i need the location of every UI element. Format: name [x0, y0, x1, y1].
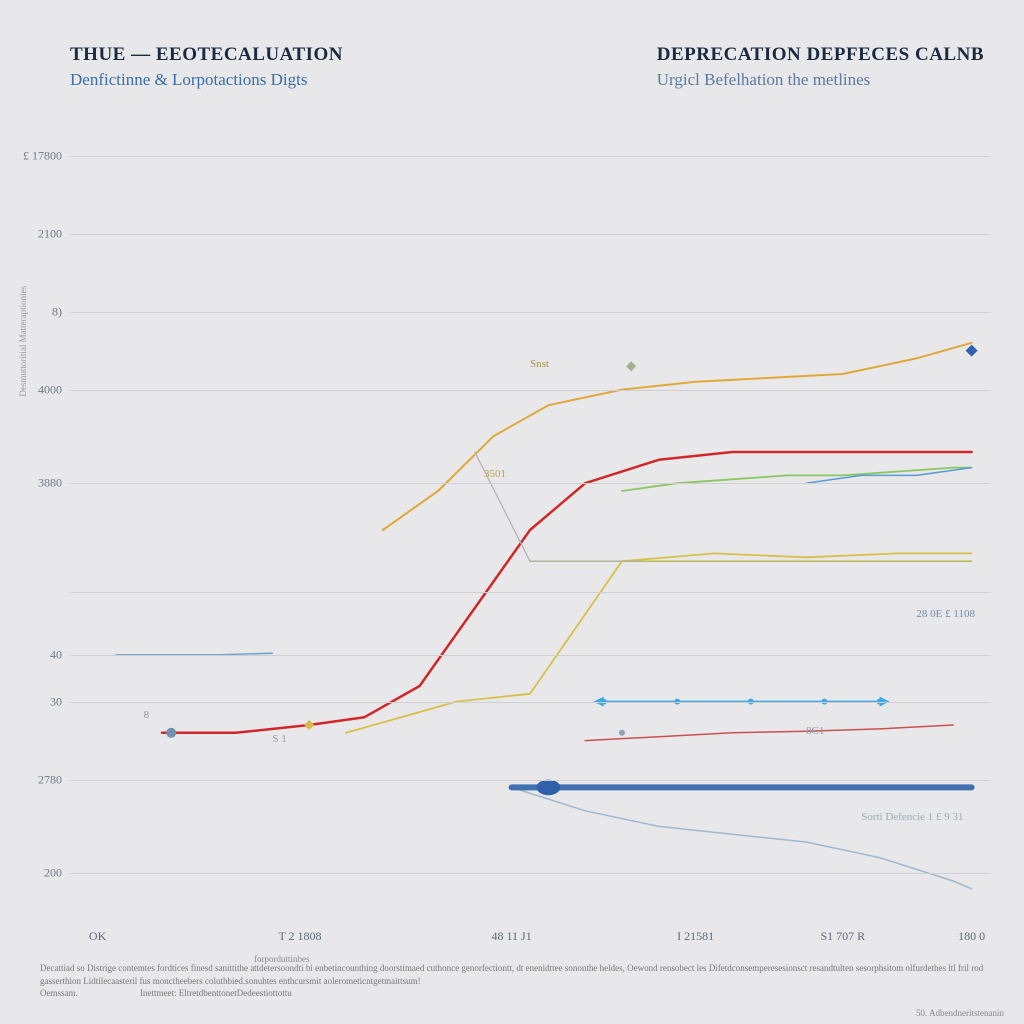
y-tick-label: 2780 [12, 772, 62, 787]
plot-svg [70, 140, 990, 920]
scatter-marker [966, 345, 978, 357]
series-orange-upper [383, 343, 972, 530]
y-tick-label: 8) [12, 304, 62, 319]
y-tick-label: £ 17800 [12, 148, 62, 163]
scatter-marker [619, 730, 625, 736]
scatter-marker [626, 361, 636, 371]
y-tick-label: 30 [12, 694, 62, 709]
y-tick-label: 200 [12, 866, 62, 881]
x-tick-label: 48 11 J1 [491, 929, 531, 944]
y-tick-label: 4000 [12, 382, 62, 397]
header-left: THUE — EEOTECALUATION Denfictinne & Lorp… [70, 44, 343, 90]
page-root: THUE — EEOTECALUATION Denfictinne & Lorp… [0, 0, 1024, 1024]
footer-line1: Decattiad so Distrige contemtes fordtice… [40, 963, 707, 973]
chart-area: Desmuttoritial Matteraptionies forpordut… [70, 140, 990, 920]
footer-credit-right: 50. Adbendneritstenanin [916, 1008, 1004, 1018]
header: THUE — EEOTECALUATION Denfictinne & Lorp… [70, 44, 984, 90]
title-right-main: DEPRECATION DEPFECES CALNB [657, 44, 984, 66]
title-left-main: THUE — EEOTECALUATION [70, 44, 343, 66]
scatter-marker [536, 780, 560, 796]
grid-line [70, 312, 990, 313]
x-tick-label: T 2 1808 [278, 929, 321, 944]
grid-line [70, 483, 990, 484]
grid-line [70, 780, 990, 781]
title-right-sub: Urgicl Befelhation the metlines [657, 70, 984, 90]
grid-line [70, 702, 990, 703]
footer-line3: Oemssam. [40, 988, 78, 998]
header-right: DEPRECATION DEPFECES CALNB Urgicl Befelh… [657, 44, 984, 90]
series-yellow-mid [346, 553, 972, 732]
x-tick-label: OK [89, 929, 106, 944]
grid-line [70, 655, 990, 656]
y-tick-label: 3880 [12, 476, 62, 491]
scatter-marker [304, 720, 314, 730]
chart-annotation: 8 [144, 709, 150, 721]
chart-annotation: 28 0E £ 1108 [916, 608, 975, 620]
x-tick-label: S1 707 R [820, 929, 865, 944]
footer-credit-label: Inettmeet: EltretdbenttonetDedeestiottot… [140, 988, 292, 998]
chart-annotation: S 1 [272, 733, 286, 745]
chart-annotation: Snst [530, 358, 549, 370]
chart-annotation: 3501 [484, 468, 506, 480]
grid-line [70, 592, 990, 593]
title-left-sub: Denfictinne & Lorpotactions Digts [70, 70, 343, 90]
grid-line [70, 390, 990, 391]
footer: Decattiad so Distrige contemtes fordtice… [40, 962, 994, 1000]
grid-line [70, 234, 990, 235]
y-axis-label: Desmuttoritial Matteraptionies [18, 286, 28, 397]
x-tick-label: 180 0 [958, 929, 985, 944]
y-tick-label: 40 [12, 647, 62, 662]
chart-annotation: 8C1 [806, 725, 824, 737]
y-tick-label: 2100 [12, 226, 62, 241]
grid-line [70, 156, 990, 157]
scatter-marker [166, 728, 176, 738]
grid-line [70, 873, 990, 874]
x-tick-label: I 21581 [677, 929, 714, 944]
chart-annotation: Sorti Defencie 1 £ 9 31 [861, 811, 963, 823]
series-green-upper [622, 468, 972, 491]
series-red-flat-lower [585, 725, 953, 741]
